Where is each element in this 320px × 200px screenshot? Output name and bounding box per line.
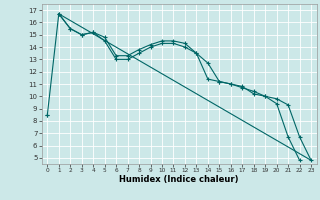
X-axis label: Humidex (Indice chaleur): Humidex (Indice chaleur) bbox=[119, 175, 239, 184]
